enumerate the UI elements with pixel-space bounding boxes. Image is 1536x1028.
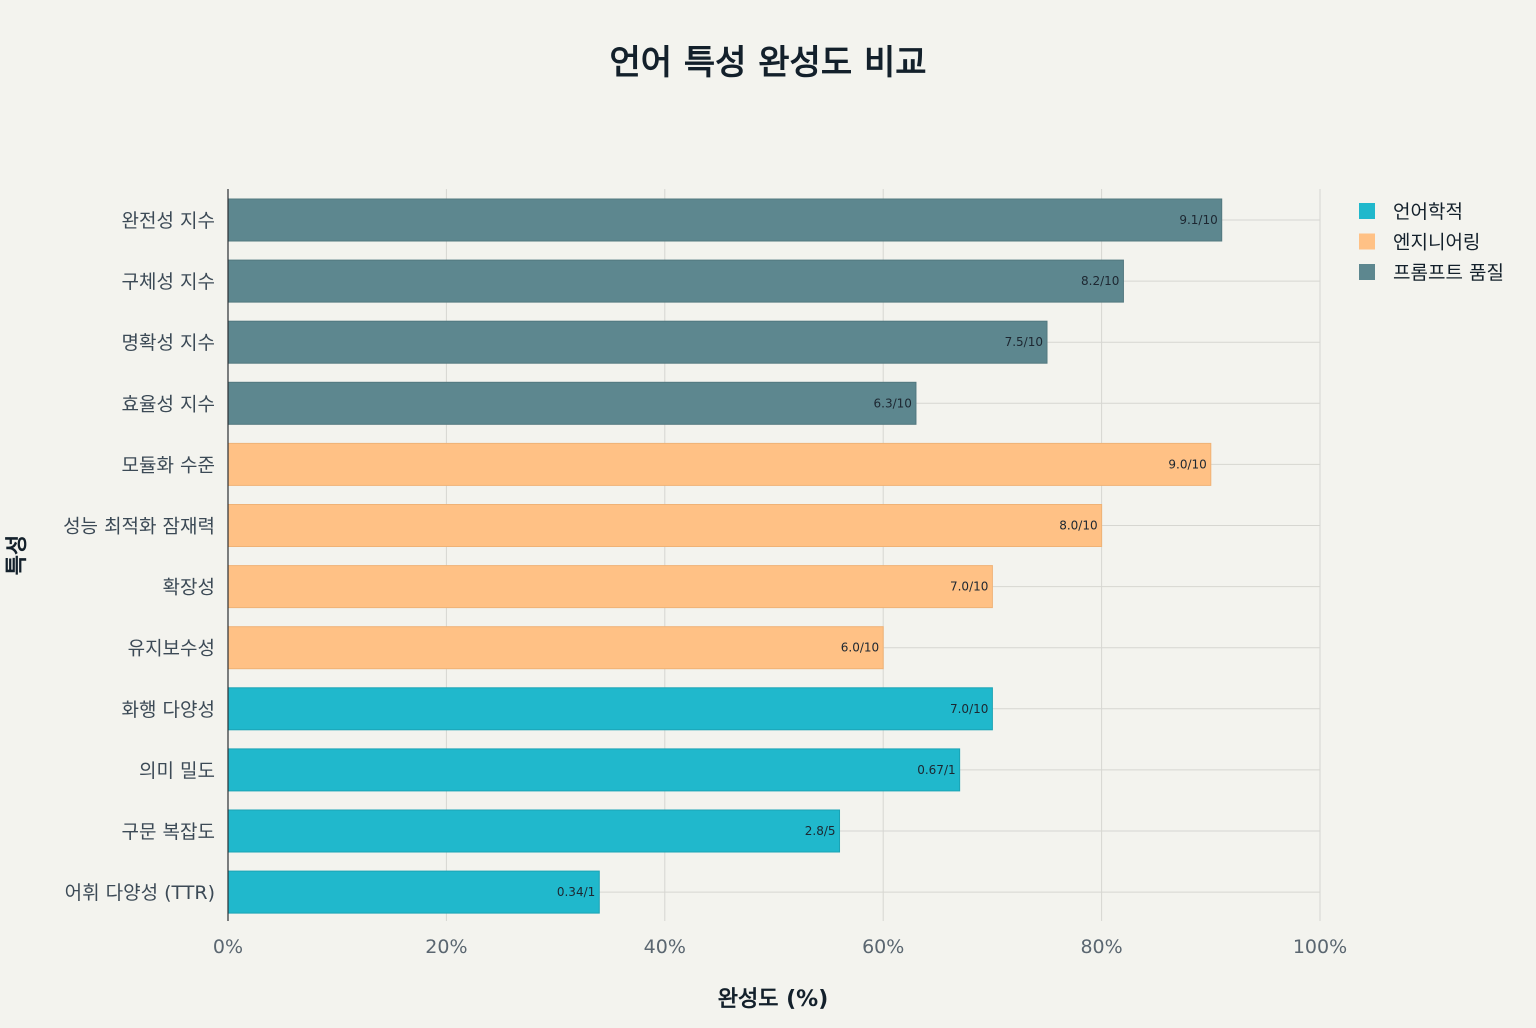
x-tick-label: 0% [213, 936, 243, 958]
bar-value-label: 9.1/10 [1179, 213, 1217, 227]
bar [227, 565, 993, 609]
bar-value-label: 8.2/10 [1081, 274, 1119, 288]
bar-value-label: 7.0/10 [950, 580, 988, 594]
bar [227, 259, 1124, 303]
category-label: 유지보수성 [128, 638, 215, 660]
x-tick-label: 20% [425, 936, 467, 958]
legend-swatch [1359, 264, 1375, 280]
bar [227, 381, 917, 425]
x-tick-label: 100% [1293, 936, 1347, 958]
category-label: 구문 복잡도 [122, 821, 215, 843]
bar-value-label: 2.8/5 [805, 824, 836, 838]
chart-title: 언어 특성 완성도 비교 [609, 43, 926, 83]
y-axis-title: 특성 [5, 535, 30, 575]
bar [227, 198, 1223, 242]
legend-label: 엔지니어링 [1393, 232, 1480, 254]
bar-value-label: 7.0/10 [950, 702, 988, 716]
bar [227, 504, 1103, 547]
bar-value-label: 0.67/1 [917, 763, 955, 777]
category-label: 구체성 지수 [122, 271, 215, 293]
legend-label: 프롬프트 품질 [1393, 262, 1504, 284]
bar [227, 626, 884, 670]
bar-value-label: 8.0/10 [1059, 519, 1097, 533]
category-label: 의미 밀도 [139, 760, 215, 782]
category-label: 모듈화 수준 [122, 454, 215, 476]
legend-label: 언어학적 [1393, 201, 1463, 223]
category-label: 성능 최적화 잠재력 [63, 516, 215, 538]
x-tick-label: 40% [644, 936, 686, 958]
bar-value-label: 6.3/10 [874, 396, 912, 410]
bar [227, 442, 1212, 486]
legend-swatch [1359, 233, 1375, 250]
category-label: 어휘 다양성 (TTR) [65, 882, 215, 904]
category-label: 확장성 [163, 577, 215, 599]
category-label: 화행 다양성 [122, 699, 215, 721]
x-axis-title: 완성도 (%) [718, 987, 829, 1012]
x-tick-label: 80% [1080, 936, 1122, 958]
bar [227, 748, 961, 792]
bar [227, 687, 993, 731]
bar [227, 809, 841, 853]
x-tick-label: 60% [862, 936, 904, 958]
bar-value-label: 0.34/1 [557, 885, 595, 899]
bar [227, 320, 1048, 364]
bar-value-label: 7.5/10 [1005, 335, 1043, 349]
category-label: 명확성 지수 [122, 332, 215, 354]
category-label: 효율성 지수 [122, 393, 215, 415]
category-label: 완전성 지수 [122, 210, 215, 232]
legend-swatch [1359, 203, 1375, 219]
bar-value-label: 6.0/10 [841, 641, 879, 655]
bar-value-label: 9.0/10 [1168, 457, 1206, 471]
bar [227, 870, 600, 914]
